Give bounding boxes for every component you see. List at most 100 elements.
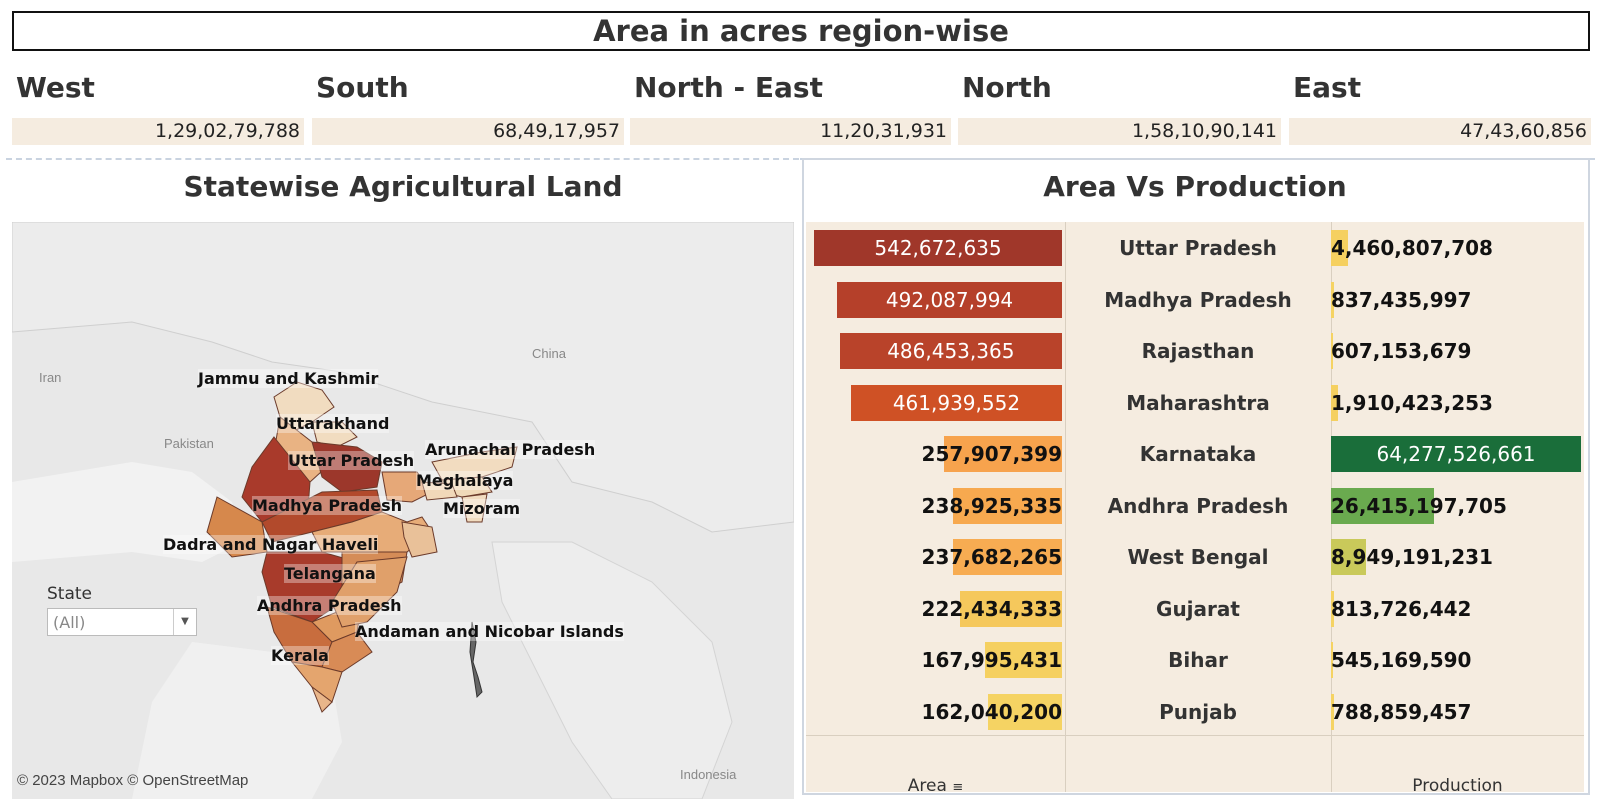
chart-panel-border: [802, 158, 1590, 795]
state-category-label: Punjab: [1159, 699, 1237, 724]
state-category-label: Maharashtra: [1126, 390, 1270, 415]
dashboard-title: Area in acres region-wise: [12, 11, 1590, 51]
area-bar[interactable]: [850, 384, 1062, 421]
filter-title: State: [47, 584, 92, 604]
state-label: Madhya Pradesh: [252, 496, 402, 515]
area-data-label: 167,995,431: [921, 648, 1062, 672]
country-label: China: [532, 346, 566, 361]
state-label: Kerala: [271, 646, 329, 665]
state-label: Meghalaya: [416, 471, 514, 490]
production-bar[interactable]: [1331, 590, 1335, 627]
production-bar[interactable]: [1331, 281, 1335, 318]
production-bar[interactable]: [1331, 693, 1335, 730]
region-name: North: [962, 71, 1052, 104]
area-bar[interactable]: [960, 590, 1062, 627]
country-label: Indonesia: [680, 767, 737, 782]
production-data-label: 837,435,997: [1331, 287, 1472, 312]
region-name: East: [1293, 71, 1362, 104]
production-data-label: 788,859,457: [1331, 699, 1472, 724]
production-data-label: 607,153,679: [1331, 339, 1472, 363]
area-data-label: 492,087,994: [885, 287, 1014, 312]
sort-icon[interactable]: ≡: [952, 780, 964, 795]
production-data-label: 545,169,590: [1331, 648, 1472, 672]
state-label: Jammu and Kashmir: [198, 369, 379, 388]
india-map[interactable]: Iran Pakistan China Indonesia Jammu and …: [12, 222, 794, 799]
region-value: 68,49,17,957: [312, 118, 624, 145]
state-filter-dropdown[interactable]: (All) ▼: [47, 608, 197, 636]
region-card: North 1,58,10,90,141: [958, 68, 1281, 145]
chevron-down-icon[interactable]: ▼: [173, 609, 196, 635]
area-data-label: 542,672,635: [874, 236, 1002, 260]
region-name: South: [316, 71, 409, 104]
production-axis-label: Production: [1412, 776, 1503, 796]
production-data-label: 26,415,197,705: [1331, 493, 1507, 518]
state-category-label: West Bengal: [1127, 545, 1269, 569]
axis-title: Area: [907, 776, 947, 796]
state-label: Uttar Pradesh: [288, 451, 415, 470]
state-label: Andaman and Nicobar Islands: [355, 622, 624, 641]
region-card: South 68,49,17,957: [312, 68, 624, 145]
production-data-label: 1,910,423,253: [1331, 390, 1493, 415]
region-value: 11,20,31,931: [630, 118, 951, 145]
area-data-label: 162,040,200: [921, 699, 1062, 724]
region-value: 1,29,02,79,788: [12, 118, 304, 145]
state-category-label: Uttar Pradesh: [1119, 236, 1277, 260]
production-bar[interactable]: [1331, 384, 1339, 421]
area-bar[interactable]: [987, 693, 1062, 730]
state-filter: State (All) ▼: [47, 584, 197, 636]
region-name: North - East: [634, 71, 823, 104]
state-label: Andhra Pradesh: [257, 596, 402, 615]
chart-title: Area Vs Production: [1043, 170, 1347, 203]
region-card: West 1,29,02,79,788: [12, 68, 304, 145]
state-label: Arunachal Pradesh: [425, 440, 596, 459]
area-data-label: 486,453,365: [887, 339, 1015, 363]
area-data-label: 461,939,552: [892, 390, 1021, 415]
area-bar[interactable]: [814, 230, 1062, 266]
filter-value: (All): [53, 613, 86, 632]
map-canvas: [12, 222, 794, 799]
area-data-label: 257,907,399: [921, 442, 1062, 466]
grid-line: [806, 735, 1584, 736]
state-category-label: Bihar: [1168, 648, 1228, 672]
state-category-label: Rajasthan: [1141, 339, 1255, 363]
state-label: Dadra and Nagar Haveli: [163, 535, 379, 554]
state-label: Mizoram: [443, 499, 521, 518]
area-data-label: 222,434,333: [921, 596, 1062, 621]
state-label: Uttarakhand: [276, 414, 390, 433]
production-bar[interactable]: [1331, 642, 1334, 678]
state-category-label: Gujarat: [1156, 596, 1240, 621]
state-category-label: Karnataka: [1139, 442, 1257, 466]
area-bar[interactable]: [944, 436, 1062, 472]
production-data-label: 64,277,526,661: [1376, 442, 1536, 466]
area-bar[interactable]: [839, 333, 1062, 369]
production-data-label: 813,726,442: [1331, 596, 1472, 621]
area-axis-label[interactable]: Area ≡: [806, 776, 1065, 796]
area-data-label: 238,925,335: [921, 493, 1062, 518]
production-data-label: 4,460,807,708: [1331, 236, 1493, 260]
production-bar[interactable]: [1331, 230, 1349, 266]
region-value: 47,43,60,856: [1289, 118, 1591, 145]
region-name: West: [16, 71, 95, 104]
map-title: Statewise Agricultural Land: [183, 170, 623, 203]
region-card: East 47,43,60,856: [1289, 68, 1591, 145]
production-bar[interactable]: [1331, 539, 1366, 575]
production-bar[interactable]: [1331, 487, 1434, 524]
production-data-label: 8,949,191,231: [1331, 545, 1493, 569]
region-value: 1,58,10,90,141: [958, 118, 1281, 145]
area-bar[interactable]: [953, 539, 1062, 575]
production-bar[interactable]: [1331, 333, 1334, 369]
divider: [6, 158, 799, 160]
country-label: Pakistan: [164, 436, 214, 451]
map-attribution: © 2023 Mapbox © OpenStreetMap: [17, 772, 249, 789]
area-bar[interactable]: [952, 487, 1062, 524]
area-data-label: 237,682,265: [921, 545, 1062, 569]
state-label: Telangana: [284, 564, 376, 583]
state-category-label: Andhra Pradesh: [1107, 493, 1289, 518]
area-bar[interactable]: [837, 281, 1062, 318]
state-category-label: Madhya Pradesh: [1104, 287, 1292, 312]
country-label: Iran: [39, 370, 62, 385]
production-bar[interactable]: [1331, 436, 1581, 472]
area-bar[interactable]: [985, 642, 1062, 678]
region-card: North - East 11,20,31,931: [630, 68, 951, 145]
grid-line: [1065, 222, 1066, 792]
